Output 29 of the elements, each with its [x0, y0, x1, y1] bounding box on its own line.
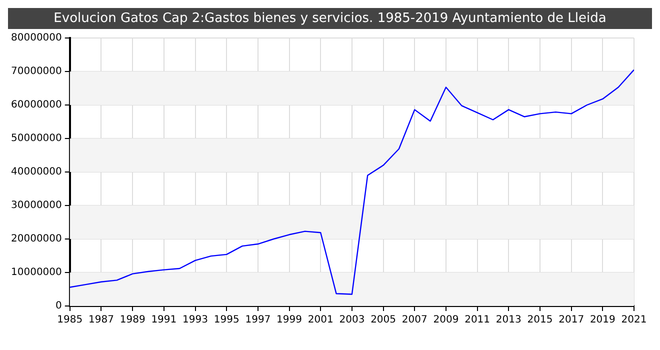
- x-tick-label: 1989: [120, 314, 146, 326]
- x-tick-label: 1997: [245, 314, 271, 326]
- x-tick-label: 2009: [433, 314, 459, 326]
- y-tick-label: 0: [56, 300, 62, 312]
- x-tick-label: 1985: [57, 314, 83, 326]
- x-tick-label: 1993: [182, 314, 208, 326]
- chart-title: Evolucion Gatos Cap 2:Gastos bienes y servicios. 1985-2019 Ayuntamiento de Lleida: [8, 8, 652, 29]
- x-tick-label: 1987: [88, 314, 114, 326]
- y-tick-label: 40000000: [10, 166, 62, 178]
- x-tick-label: 2007: [402, 314, 428, 326]
- x-tick-label: 1999: [276, 314, 302, 326]
- y-tick-label: 50000000: [10, 133, 62, 144]
- y-tick-label: 60000000: [10, 100, 62, 111]
- x-tick-label: 2003: [339, 314, 365, 326]
- x-tick-label: 2013: [496, 314, 522, 326]
- x-tick-label: 2001: [308, 314, 334, 326]
- x-tick-label: 1991: [151, 314, 177, 326]
- y-tick-label: 10000000: [10, 267, 62, 278]
- x-tick-label: 1995: [214, 314, 240, 326]
- x-tick-label: 2019: [590, 314, 616, 326]
- y-tick-label: 70000000: [10, 66, 62, 78]
- x-tick-label: 2015: [527, 314, 553, 326]
- x-tick-label: 2011: [464, 314, 490, 326]
- x-tick-label: 2005: [370, 314, 396, 326]
- x-tick-label: 2021: [621, 314, 647, 326]
- y-tick-label: 20000000: [10, 234, 62, 245]
- y-tick-label: 30000000: [10, 200, 62, 212]
- x-tick-label: 2017: [558, 314, 584, 326]
- y-tick-label: 80000000: [10, 32, 62, 44]
